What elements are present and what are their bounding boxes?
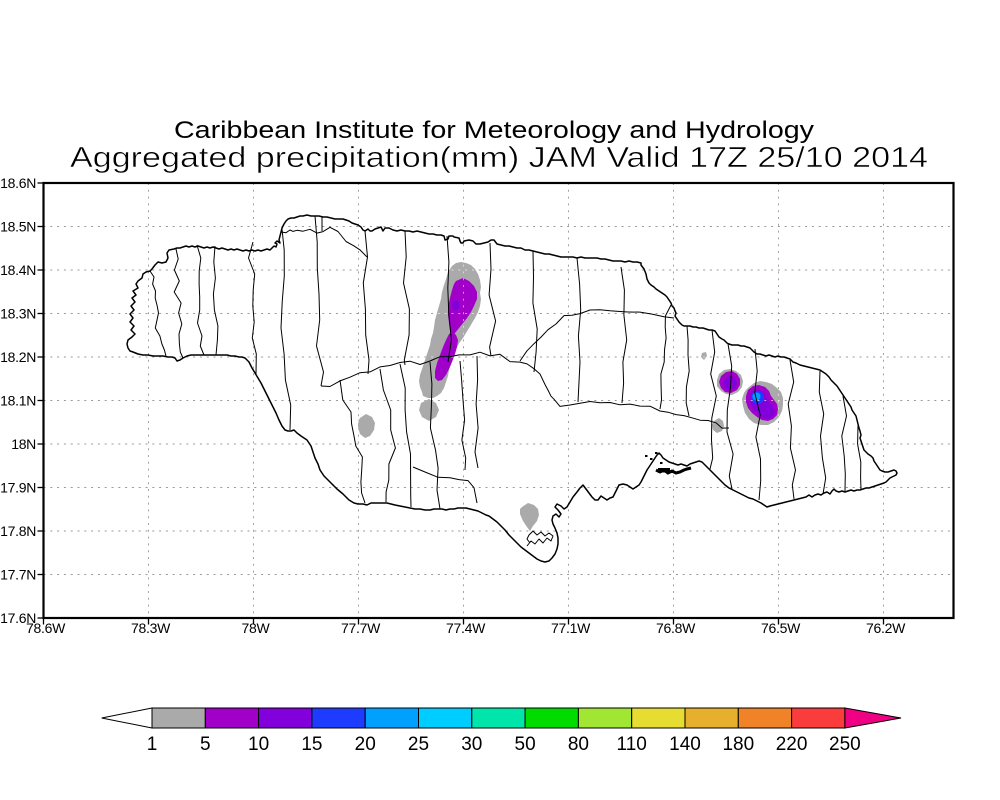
svg-text:5: 5 (200, 734, 211, 755)
svg-text:18N: 18N (11, 436, 36, 452)
svg-text:180: 180 (722, 734, 754, 755)
svg-text:78W: 78W (242, 620, 271, 636)
svg-text:50: 50 (515, 734, 536, 755)
svg-text:76.8W: 76.8W (656, 620, 696, 636)
svg-text:77.1W: 77.1W (551, 620, 591, 636)
svg-text:18.3N: 18.3N (0, 306, 36, 322)
svg-text:Aggregated precipitation(mm) J: Aggregated precipitation(mm) JAM Valid 1… (70, 142, 928, 174)
svg-text:17.6N: 17.6N (0, 610, 36, 626)
svg-text:30: 30 (461, 734, 482, 755)
svg-text:1: 1 (147, 734, 158, 755)
svg-text:78.6W: 78.6W (26, 620, 66, 636)
svg-text:78.3W: 78.3W (131, 620, 171, 636)
svg-text:17.8N: 17.8N (0, 523, 36, 539)
svg-text:18.6N: 18.6N (0, 175, 36, 191)
svg-text:250: 250 (829, 734, 861, 755)
svg-text:18.5N: 18.5N (0, 219, 36, 235)
svg-text:17.9N: 17.9N (0, 480, 36, 496)
svg-text:18.2N: 18.2N (0, 349, 36, 365)
svg-text:20: 20 (355, 734, 376, 755)
svg-text:10: 10 (248, 734, 269, 755)
svg-text:76.5W: 76.5W (761, 620, 801, 636)
svg-text:77.7W: 77.7W (341, 620, 381, 636)
svg-text:220: 220 (776, 734, 808, 755)
svg-text:25: 25 (408, 734, 429, 755)
svg-text:140: 140 (669, 734, 701, 755)
svg-text:76.2W: 76.2W (866, 620, 906, 636)
svg-text:80: 80 (568, 734, 589, 755)
svg-text:Caribbean Institute for Meteor: Caribbean Institute for Meteorology and … (174, 117, 814, 144)
svg-text:15: 15 (301, 734, 322, 755)
svg-text:77.4W: 77.4W (446, 620, 486, 636)
svg-text:18.4N: 18.4N (0, 262, 36, 278)
svg-text:18.1N: 18.1N (0, 393, 36, 409)
svg-text:17.7N: 17.7N (0, 567, 36, 583)
svg-text:110: 110 (617, 734, 647, 755)
